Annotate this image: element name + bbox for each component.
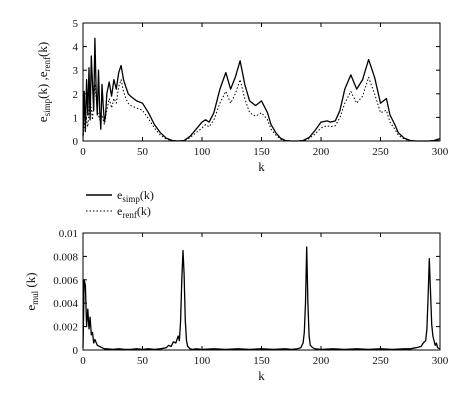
legend-label-subscript: simp — [122, 194, 140, 204]
y-axis-label: esimp(k) ,erenf(k) — [35, 42, 52, 122]
x-tick-label: 150 — [253, 146, 270, 158]
y-label-subscript: renf — [42, 57, 52, 72]
plot-frame — [82, 232, 441, 351]
x-axis-label: k — [258, 368, 265, 383]
y-axis-label: emul (k) — [23, 272, 40, 310]
chart-top: 0 50 100 150 200 250 300 0 1 2 3 4 5 k esimp(k) ,erenf… — [35, 18, 449, 174]
series-line-solid — [82, 37, 441, 142]
x-tick-label: 200 — [313, 355, 330, 367]
x-tick-label: 300 — [432, 146, 449, 158]
x-tick-label: 50 — [137, 146, 149, 158]
y-tick-label: 0.002 — [53, 322, 78, 334]
y-label-part: (k) — [23, 272, 38, 290]
legend-label-subscript: renf — [122, 210, 137, 220]
legend-label-part: (k) — [140, 188, 154, 202]
y-tick-label: 0 — [73, 136, 79, 148]
x-tick-label: 250 — [372, 146, 389, 158]
legend: esimp(k)erenf(k) — [86, 188, 154, 220]
y-label-part: (k) — [35, 42, 50, 57]
chart-bottom: 0 50 100 150 200 250 300 0 0.002 0.004 0.006 0.008 0… — [23, 228, 449, 383]
series-line-solid — [82, 246, 441, 351]
y-tick-label: 0.006 — [53, 275, 78, 287]
legend-label-part: e — [117, 188, 122, 202]
y-tick-label: 0 — [73, 345, 79, 357]
y-label-part: e — [35, 116, 50, 122]
plot-frame — [82, 22, 441, 142]
y-label-part: e — [23, 305, 38, 311]
series-line-dotted — [82, 76, 441, 142]
x-tick-label: 0 — [80, 146, 86, 158]
x-tick-label: 0 — [80, 355, 86, 367]
x-tick-label: 100 — [194, 146, 211, 158]
y-tick-label: 2 — [73, 89, 79, 101]
y-tick-label: 3 — [73, 65, 79, 77]
x-tick-label: 150 — [253, 355, 270, 367]
x-tick-label: 50 — [137, 355, 149, 367]
y-tick-label: 5 — [73, 18, 79, 30]
y-tick-label: 4 — [73, 42, 79, 54]
x-tick-label: 100 — [194, 355, 211, 367]
legend-entry-label: esimp(k) — [117, 188, 154, 204]
y-tick-label: 0.008 — [53, 251, 78, 263]
y-label-part: (k) ,e — [35, 71, 50, 99]
y-tick-label: 1 — [73, 112, 79, 124]
y-label-subscript: simp — [42, 98, 52, 116]
x-tick-label: 250 — [372, 355, 389, 367]
y-label-subscript: mul — [30, 290, 40, 305]
legend-label-part: e — [117, 204, 122, 218]
legend-entry-label: erenf(k) — [117, 204, 151, 220]
x-tick-label: 300 — [432, 355, 449, 367]
x-axis-label: k — [258, 159, 265, 174]
legend-label-part: (k) — [137, 204, 151, 218]
y-tick-label: 0.004 — [53, 298, 78, 310]
x-tick-label: 200 — [313, 146, 330, 158]
y-tick-label: 0.01 — [59, 228, 78, 240]
